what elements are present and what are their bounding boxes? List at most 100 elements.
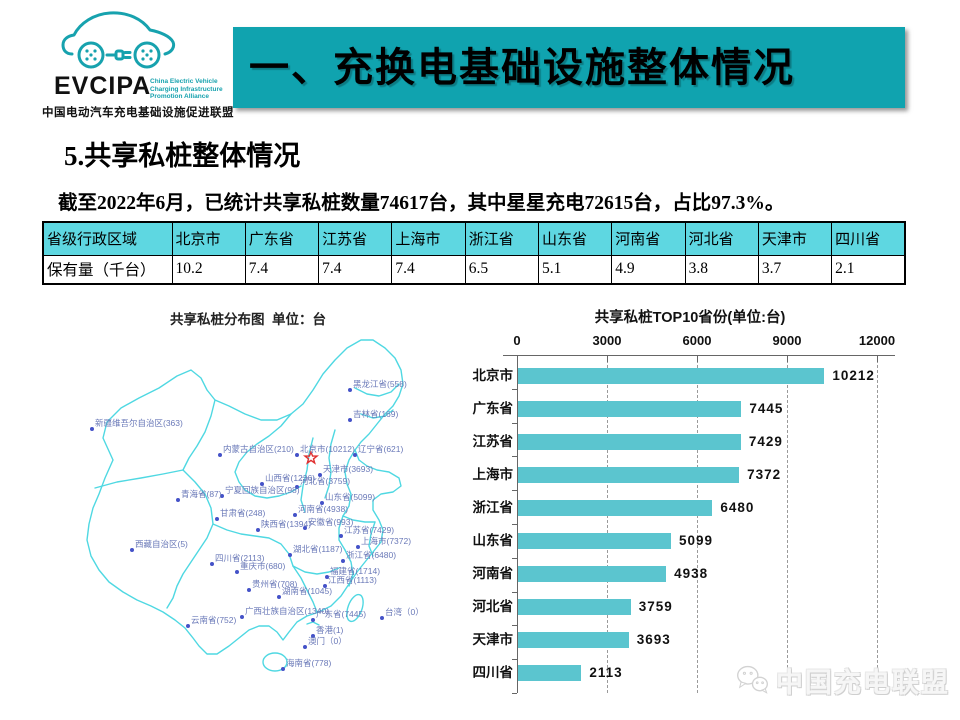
map-province-label: 甘肃省(248) — [220, 508, 266, 518]
map-province-label: 澳门（0） — [308, 636, 347, 646]
logo-acronym: EVCIPA — [54, 72, 152, 100]
map-province-label: 河南省(4938) — [298, 504, 349, 514]
map-province-label: 天津市(3693) — [323, 464, 374, 474]
chart-category-label: 山东省 — [472, 533, 514, 548]
map-marker-dot — [288, 553, 292, 557]
chart-axis-tick — [697, 356, 698, 362]
banner-title: 一、充换电基础设施整体情况 — [249, 45, 795, 90]
table-header-row: 省级行政区域 北京市 广东省 江苏省 上海市 浙江省 山东省 河南省 河北省 天津市 四川省 — [42, 221, 906, 256]
chart-bar — [518, 532, 671, 549]
chart-left-axis-tick — [512, 693, 517, 694]
map-province-label: 安徽省(993) — [308, 517, 354, 527]
map-province-label: 江西省(1113) — [328, 575, 377, 585]
logo-subtitle: China Electric Vehicle Charging Infrastru… — [150, 78, 223, 100]
chart-value-label: 10212 — [832, 368, 875, 383]
chart-bar — [518, 664, 582, 681]
map-marker-dot — [215, 517, 219, 521]
chart-left-axis-tick — [512, 659, 517, 661]
table-header-cell: 省级行政区域 — [42, 221, 173, 256]
table-cell: 3.8 — [684, 254, 759, 285]
table-row-label: 保有量（千台） — [42, 254, 173, 285]
chart-left-axis-tick — [512, 422, 517, 424]
chart-category-label: 上海市 — [472, 467, 514, 482]
chart-category-label: 河北省 — [472, 599, 514, 614]
map-province-label: 重庆市(680) — [240, 561, 286, 571]
watermark-text: 中国充电联盟 — [776, 667, 950, 698]
map-marker-dot — [303, 526, 307, 530]
chart-bar — [518, 598, 631, 615]
table-cell: 7.4 — [244, 254, 320, 285]
chart-axis-tick-label: 0 — [513, 333, 521, 348]
map-province-label: 北京市(10212) — [300, 444, 355, 454]
map-province-label: 江苏省(7429) — [344, 525, 395, 535]
map-province-label: 浙江省(6480) — [346, 550, 397, 560]
map-province-label: 湖北省(1187) — [293, 544, 343, 554]
map-province-label: 广西壮族自治区(1340) — [245, 606, 330, 616]
chart-left-axis — [517, 355, 518, 693]
table-header-cell: 河南省 — [611, 221, 686, 256]
map-province-label: 青海省(87) — [181, 489, 222, 499]
map-marker-dot — [295, 485, 299, 489]
chart-category-label: 北京市 — [472, 368, 514, 383]
chart-left-axis-tick — [512, 557, 517, 559]
chart-bar — [518, 367, 825, 384]
chart-left-axis-tick — [512, 388, 517, 390]
map-marker-dot — [90, 427, 94, 431]
province-stats-table: 省级行政区域 北京市 广东省 江苏省 上海市 浙江省 山东省 河南省 河北省 天津市 四川省 保有量（… — [42, 221, 906, 285]
chart-axis-tick-label: 12000 — [858, 333, 896, 348]
map-marker-dot — [295, 453, 299, 457]
chart-value-label: 5099 — [678, 533, 714, 548]
map-marker-dot — [303, 645, 307, 649]
map-province-label: 内蒙古自治区(210) — [223, 444, 294, 454]
chart-gridline — [787, 355, 788, 693]
map-province-label: 新疆维吾尔自治区(363) — [95, 418, 183, 428]
chart-left-axis-tick — [512, 524, 517, 525]
table-cell: 7.4 — [391, 254, 466, 285]
map-marker-dot — [323, 584, 327, 588]
chart-category-label: 广东省 — [472, 401, 514, 416]
map-province-label: 广东省(7445) — [316, 609, 367, 619]
map-marker-dot — [235, 570, 239, 574]
map-province-label: 香港(1) — [316, 625, 344, 635]
map-province-label: 台湾（0） — [385, 607, 424, 617]
map-province-label: 西藏自治区(5) — [135, 539, 188, 549]
map-province-label: 贵州省(708) — [252, 579, 298, 589]
map-marker-dot — [380, 616, 384, 620]
map-province-label: 四川省(2113) — [215, 553, 265, 563]
table-cell: 5.1 — [537, 254, 613, 285]
map-province-label: 宁夏回族自治区(98) — [225, 485, 300, 495]
table-cell: 7.4 — [318, 254, 393, 285]
chart-value-label: 7372 — [747, 467, 782, 482]
chart-category-label: 四川省 — [472, 665, 514, 680]
map-province-label: 黑龙江省(558) — [353, 379, 407, 389]
map-province-label: 湖南省(1045) — [282, 586, 333, 596]
chart-value-label: 2113 — [589, 665, 623, 680]
chart-bar — [518, 466, 740, 483]
map-province-label: 山东省(5099) — [325, 492, 376, 502]
wechat-icon — [737, 665, 768, 694]
chart-value-label: 4938 — [674, 566, 709, 581]
map-marker-dot — [311, 634, 315, 638]
chart-category-label: 河南省 — [472, 566, 514, 581]
chart-category-label: 江苏省 — [472, 434, 514, 449]
map-province-label: 吉林省(169) — [353, 409, 399, 419]
chart-value-label: 6480 — [720, 500, 755, 515]
banner: 一、充换电基础设施整体情况 — [233, 27, 905, 108]
chart-axis-tick — [607, 356, 608, 362]
chart-left-axis-tick — [512, 355, 517, 356]
map-marker-dot — [318, 473, 322, 477]
chart-left-axis-tick — [512, 591, 517, 593]
chart-axis-tick-label: 6000 — [682, 333, 712, 348]
map-marker-dot — [320, 501, 324, 505]
map-panel: 共享私桩分布图 单位：台 — [55, 300, 475, 715]
chart-left-axis-tick — [512, 625, 517, 627]
table-cell: 6.5 — [464, 254, 539, 285]
table-cell: 10.2 — [171, 254, 246, 285]
map-marker-dot — [339, 534, 343, 538]
chart-gridline — [697, 355, 698, 693]
map-marker-dot — [130, 548, 134, 552]
table-cell: 2.1 — [831, 254, 906, 285]
chart-axis-tick-label: 3000 — [592, 333, 622, 348]
chart-bar — [518, 565, 667, 582]
chart-value-label: 3693 — [636, 632, 671, 647]
